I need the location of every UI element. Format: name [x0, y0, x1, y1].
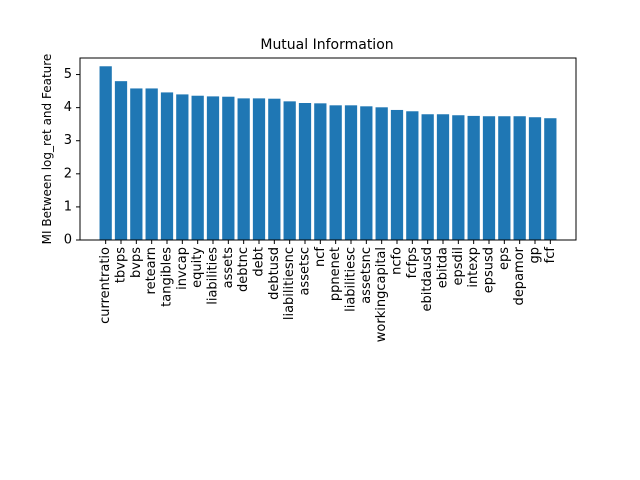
- bar-debtnc: [237, 98, 250, 240]
- x-tick-label: assets: [221, 247, 236, 289]
- bar-assets: [222, 96, 235, 240]
- x-tick-label: ebitdausd: [420, 247, 435, 311]
- bar-equity: [191, 95, 204, 240]
- bar-bvps: [130, 88, 143, 240]
- bar-gp: [528, 117, 542, 240]
- plot-frame: [79, 57, 577, 241]
- x-tick-label: epsdil: [451, 247, 466, 286]
- bars-group: [99, 66, 557, 241]
- chart-title: Mutual Information: [260, 37, 393, 53]
- bar-assetsc: [298, 103, 312, 241]
- bar-fcf: [544, 118, 557, 240]
- bar-liabilitiesc: [344, 105, 358, 240]
- x-tick-label: assetsc: [298, 247, 313, 296]
- bar-debt: [252, 98, 266, 240]
- y-tick-label: 4: [64, 100, 72, 115]
- x-ticks-group: currentratio tbvps bvps retearn tangibles inv…: [98, 240, 558, 342]
- y-axis-label: MI Between log_ret and Feature: [40, 54, 54, 245]
- x-tick-label: currentratio: [98, 247, 113, 324]
- x-tick-label: bvps: [129, 247, 144, 278]
- x-tick-label: equity: [190, 247, 205, 288]
- bar-liabilitiesnc: [283, 101, 296, 240]
- bar-ppnenet: [329, 105, 342, 240]
- x-tick-label: tbvps: [114, 247, 129, 283]
- bar-invcap: [176, 94, 189, 241]
- y-ticks-group: 0 1 2 3 4 5: [64, 67, 80, 248]
- bar-ebitda: [436, 114, 450, 240]
- x-tick-label: ncf: [313, 247, 328, 267]
- bar-assetsnc: [360, 106, 373, 240]
- x-tick-label: workingcapital: [374, 247, 389, 342]
- x-tick-label: depamor: [512, 246, 527, 305]
- bar-tbvps: [114, 81, 128, 240]
- y-tick-label: 5: [64, 67, 72, 82]
- y-tick-label: 3: [64, 133, 72, 148]
- bar-retearn: [145, 88, 158, 240]
- x-tick-label: epsusd: [482, 247, 497, 293]
- bar-intexp: [467, 115, 480, 240]
- bar-workingcapital: [375, 107, 388, 241]
- x-tick-label: debtnc: [236, 247, 251, 292]
- x-tick-label: debt: [252, 247, 267, 277]
- bar-fcfps: [406, 111, 419, 240]
- bar-currentratio: [99, 66, 112, 240]
- bar-epsdil: [452, 115, 465, 240]
- bar-eps: [498, 116, 511, 240]
- bar-ncfo: [390, 109, 404, 240]
- x-tick-label: liabilitiesc: [344, 247, 359, 312]
- bar-tangibles: [160, 92, 174, 240]
- x-tick-label: assetsnc: [359, 247, 374, 304]
- x-tick-label: intexp: [466, 247, 481, 288]
- x-tick-label: fcf: [543, 247, 558, 264]
- bar-liabilities: [206, 96, 220, 240]
- x-tick-label: gp: [528, 247, 543, 264]
- x-tick-label: eps: [497, 247, 512, 270]
- x-tick-label: ncfo: [390, 247, 405, 275]
- bar-depamor: [513, 116, 526, 240]
- x-tick-label: fcfps: [405, 247, 420, 279]
- bar-debtusd: [268, 98, 281, 241]
- x-tick-label: liabilities: [206, 247, 221, 305]
- x-tick-label: retearn: [144, 247, 159, 294]
- x-tick-label: liabilitiesnc: [282, 247, 297, 320]
- x-tick-label: invcap: [175, 247, 190, 290]
- y-tick-label: 1: [64, 199, 72, 214]
- bar-epsusd: [482, 116, 496, 240]
- bar-ncf: [314, 103, 327, 240]
- x-tick-label: ebitda: [436, 247, 451, 288]
- y-tick-label: 0: [64, 233, 72, 248]
- x-tick-label: ppnenet: [328, 247, 343, 301]
- x-tick-label: debtusd: [267, 247, 282, 300]
- bar-ebitdausd: [421, 114, 434, 240]
- x-tick-label: tangibles: [160, 247, 175, 307]
- y-tick-label: 2: [64, 166, 72, 181]
